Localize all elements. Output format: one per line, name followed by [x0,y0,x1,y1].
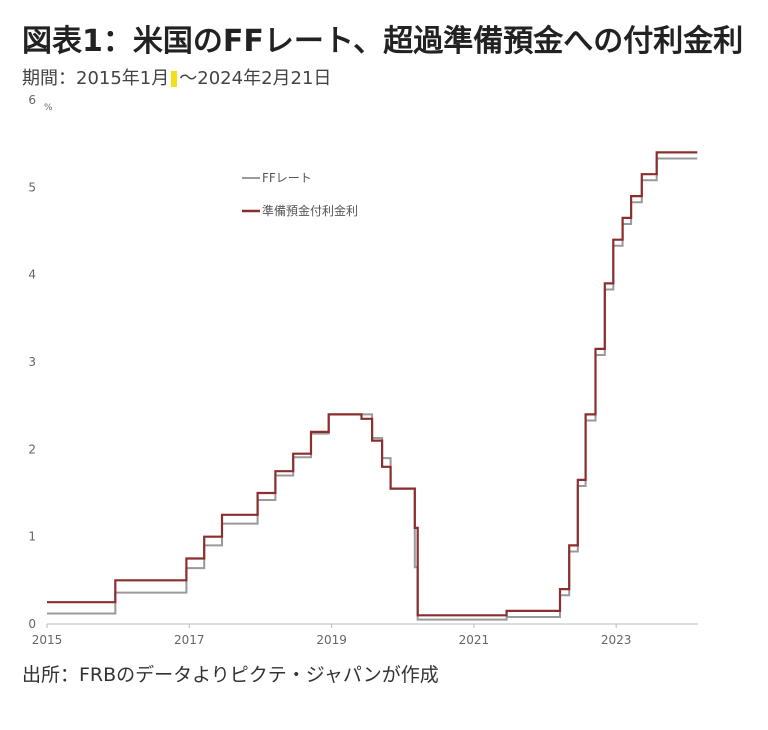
legend-label: FFレート [262,171,312,185]
y-tick-label: 6 [28,93,36,107]
y-tick-label: 0 [28,617,36,631]
x-tick-label: 2017 [174,633,205,647]
y-tick-label: 2 [28,442,36,456]
page-title: 図表1：米国のFFレート、超過準備預金への付利金利 [22,24,744,59]
legend-label: 準備預金付利金利 [262,203,358,218]
x-tick-label: 2023 [601,633,632,647]
x-tick-label: 2021 [459,633,490,647]
x-tick-label: 2015 [32,633,63,647]
series-line-iorb-rate [47,151,698,617]
chart-axes: 0 1 2 3 4 5 6% 2015 2017 2019 2021 2023 [28,93,698,647]
y-tick-label: 5 [28,180,36,194]
x-tick-label: 2019 [316,633,347,647]
line-chart: 0 1 2 3 4 5 6% 2015 2017 2019 2021 2023 FFレート準備預金付利… [28,93,698,647]
source-note: 出所：FRBのデータよりピクテ・ジャパンが作成 [22,664,439,686]
chart-series [47,151,698,621]
y-tick-label: 1 [28,530,36,544]
y-tick-label: 4 [28,268,36,282]
y-tick-label: 3 [28,355,36,369]
period-end: 〜2024年2月21日 [179,68,332,89]
y-unit-label: % [44,103,53,113]
series-line-ff-rate [47,157,698,621]
period-label: 期間：2015年1月 〜2024年2月21日 [22,64,331,90]
highlight-mark [171,71,178,87]
period-start: 期間：2015年1月 [22,68,170,89]
